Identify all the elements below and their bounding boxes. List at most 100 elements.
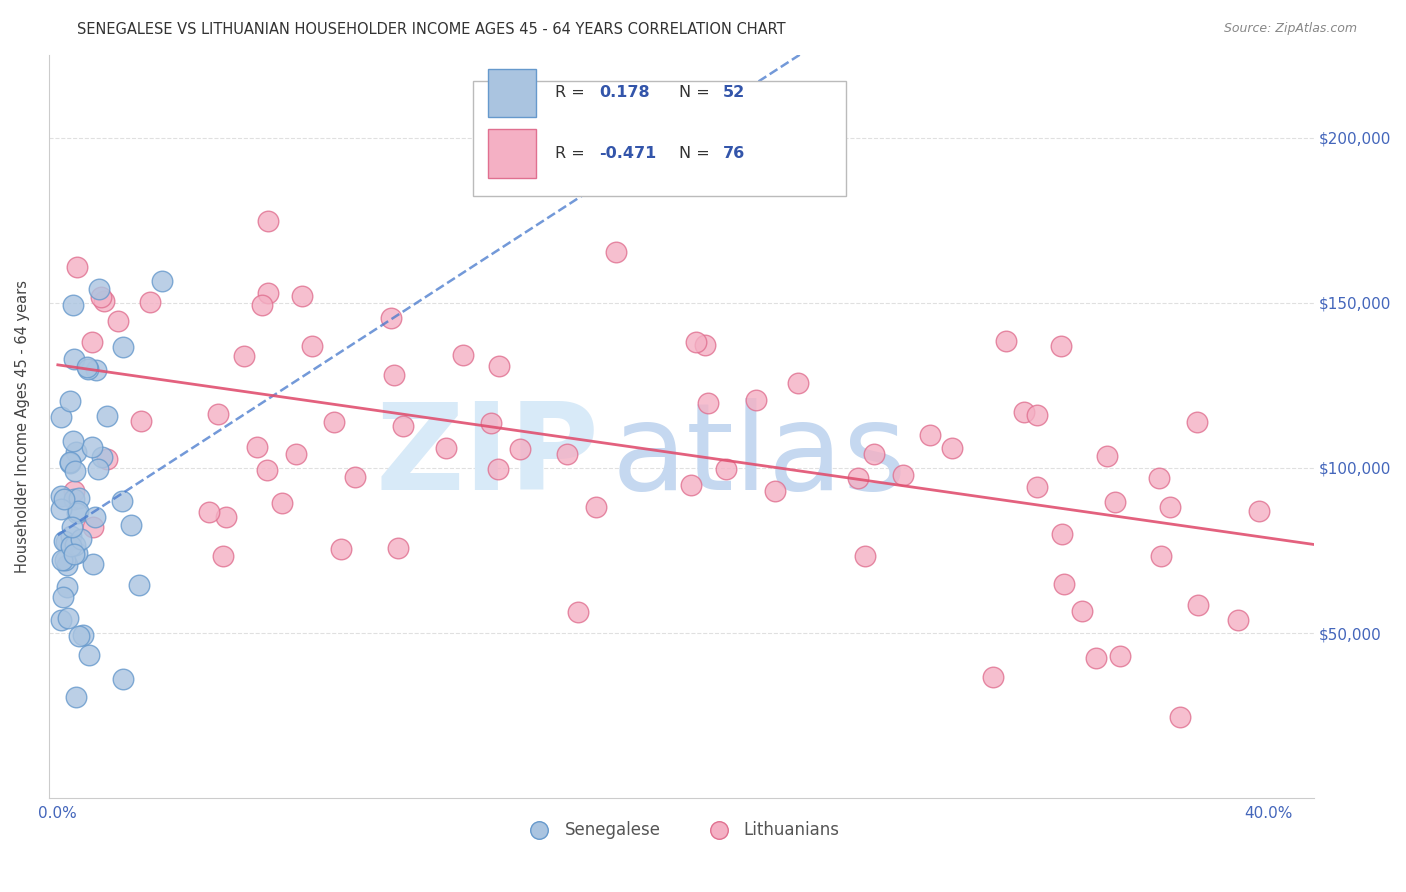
Point xyxy=(509,442,531,456)
Legend: Senegalese, Lithuanians: Senegalese, Lithuanians xyxy=(516,814,846,846)
Point xyxy=(488,462,510,476)
Point xyxy=(745,392,768,407)
Point xyxy=(70,532,93,546)
Point xyxy=(53,533,76,548)
Point xyxy=(52,591,75,605)
Text: Source: ZipAtlas.com: Source: ZipAtlas.com xyxy=(1223,22,1357,36)
Point xyxy=(941,442,963,456)
Point xyxy=(129,414,152,428)
Point xyxy=(93,293,115,308)
Text: 76: 76 xyxy=(723,146,745,161)
Point xyxy=(86,462,108,476)
Point xyxy=(1168,709,1191,723)
Point xyxy=(66,546,89,560)
Point xyxy=(53,553,76,567)
Point xyxy=(256,214,278,228)
Point xyxy=(62,434,84,448)
Point xyxy=(59,529,82,543)
Point xyxy=(1227,613,1250,627)
Point xyxy=(66,504,89,518)
Point xyxy=(67,491,90,506)
Point xyxy=(49,501,72,516)
Point xyxy=(53,491,76,506)
Point xyxy=(60,520,83,534)
Point xyxy=(853,549,876,564)
FancyBboxPatch shape xyxy=(472,81,845,196)
Point xyxy=(1187,598,1209,612)
Point xyxy=(84,363,107,377)
Text: R =: R = xyxy=(555,146,589,161)
Point xyxy=(1053,577,1076,591)
Point xyxy=(1085,651,1108,665)
Point xyxy=(697,395,720,409)
Point xyxy=(65,690,87,704)
Point xyxy=(63,547,86,561)
Point xyxy=(90,290,112,304)
Point xyxy=(252,298,274,312)
Point xyxy=(1026,409,1049,423)
Point xyxy=(585,500,607,514)
Point xyxy=(82,520,104,534)
Point xyxy=(488,359,510,373)
Point xyxy=(76,360,98,375)
Point xyxy=(215,509,238,524)
Point xyxy=(59,455,82,469)
Point xyxy=(920,428,942,442)
Point xyxy=(69,629,91,643)
Point xyxy=(1159,500,1181,515)
Point xyxy=(87,282,110,296)
Point xyxy=(65,260,87,274)
Point xyxy=(380,310,402,325)
Point xyxy=(1147,471,1170,485)
Point xyxy=(605,245,627,260)
Point xyxy=(1012,404,1035,418)
Point xyxy=(387,541,409,555)
Point xyxy=(863,447,886,461)
Point xyxy=(82,440,104,454)
Point xyxy=(62,483,84,498)
Point xyxy=(62,491,84,506)
Point xyxy=(271,496,294,510)
Point xyxy=(256,463,278,477)
Text: 0.178: 0.178 xyxy=(599,85,650,100)
Text: ZIP: ZIP xyxy=(375,398,599,515)
Point xyxy=(51,553,73,567)
Point xyxy=(198,505,221,519)
Point xyxy=(1025,480,1047,494)
Point xyxy=(763,484,786,499)
Point xyxy=(72,628,94,642)
Point xyxy=(330,541,353,556)
Point xyxy=(1071,604,1094,618)
Point xyxy=(1249,504,1271,518)
Point xyxy=(1108,649,1130,664)
Point xyxy=(1150,549,1173,564)
Point xyxy=(96,409,118,423)
Point xyxy=(1104,495,1126,509)
Point xyxy=(59,394,82,409)
Point xyxy=(55,535,77,549)
Point xyxy=(995,334,1018,348)
Point xyxy=(434,442,457,456)
Point xyxy=(291,289,314,303)
Point xyxy=(343,470,366,484)
Point xyxy=(1050,339,1073,353)
Point xyxy=(96,452,118,467)
Point xyxy=(62,298,84,312)
Point xyxy=(1185,415,1208,429)
Point xyxy=(112,340,135,354)
Point xyxy=(284,447,307,461)
Point xyxy=(107,314,129,328)
Text: -0.471: -0.471 xyxy=(599,146,657,161)
Point xyxy=(981,670,1004,684)
Point xyxy=(695,338,717,352)
Point xyxy=(382,368,405,382)
Point xyxy=(150,274,173,288)
Point xyxy=(1050,527,1073,541)
Point xyxy=(714,462,737,476)
Point xyxy=(392,419,415,434)
Point xyxy=(891,467,914,482)
Text: 52: 52 xyxy=(723,85,745,100)
FancyBboxPatch shape xyxy=(488,129,536,178)
Point xyxy=(322,416,344,430)
Point xyxy=(56,611,79,625)
